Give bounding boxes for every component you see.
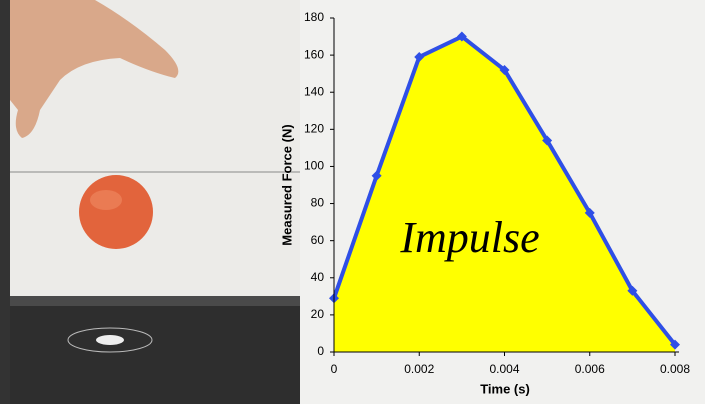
y-tick-label: 160 <box>304 47 324 61</box>
marker <box>627 285 638 296</box>
marker <box>670 339 680 350</box>
x-axis-label: Time (s) <box>480 381 530 396</box>
x-tick-label: 0.008 <box>660 362 690 376</box>
force-plate-center <box>96 335 124 345</box>
x-tick-label: 0 <box>331 362 338 376</box>
y-tick-label: 0 <box>317 344 324 358</box>
y-tick-label: 80 <box>311 196 325 210</box>
marker <box>542 135 553 146</box>
hand <box>10 0 179 138</box>
marker <box>371 170 382 181</box>
marker <box>499 64 510 75</box>
ball-shine <box>90 190 122 210</box>
marker <box>414 51 425 62</box>
marker <box>584 207 595 218</box>
marker <box>456 31 467 42</box>
y-tick-label: 180 <box>304 10 324 24</box>
area-fill <box>334 36 675 353</box>
y-tick-label: 120 <box>304 122 324 136</box>
force-plate-edge <box>10 296 300 306</box>
photo <box>0 0 300 404</box>
x-tick-label: 0.004 <box>489 362 519 376</box>
y-axis-label: Measured Force (N) <box>279 124 294 245</box>
photo-edge <box>0 0 10 404</box>
y-tick-label: 140 <box>304 84 324 98</box>
x-tick-label: 0.006 <box>575 362 605 376</box>
y-tick-label: 20 <box>311 307 325 321</box>
force-plate-disc <box>67 327 153 353</box>
force-plate <box>10 296 300 404</box>
y-tick-label: 40 <box>311 270 325 284</box>
ball <box>79 175 153 249</box>
annotation: Impulse <box>399 213 539 262</box>
x-tick-label: 0.002 <box>404 362 434 376</box>
y-tick-label: 100 <box>304 159 324 173</box>
y-tick-label: 60 <box>311 233 325 247</box>
